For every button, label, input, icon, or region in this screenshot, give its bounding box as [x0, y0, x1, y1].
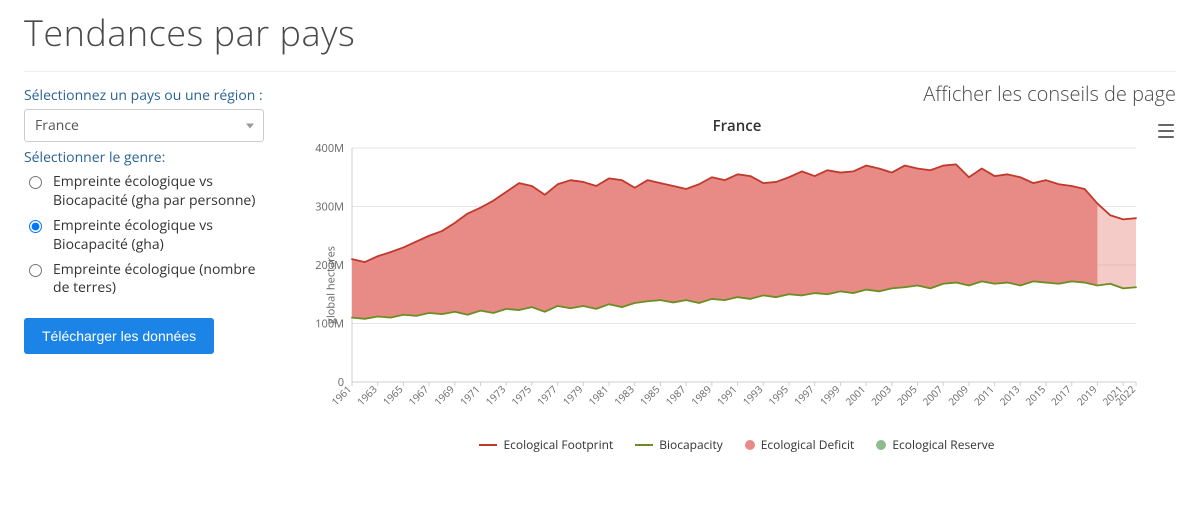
page-tips-link[interactable]: Afficher les conseils de page	[923, 80, 1176, 107]
legend-label: Ecological Reserve	[892, 436, 994, 453]
svg-text:2001: 2001	[842, 382, 868, 408]
country-select[interactable]: France	[24, 109, 264, 142]
legend-item-2[interactable]: Ecological Deficit	[745, 436, 855, 453]
svg-text:1983: 1983	[611, 382, 637, 408]
svg-text:1991: 1991	[714, 382, 740, 408]
svg-text:1999: 1999	[816, 382, 842, 408]
radio-option-2[interactable]: Empreinte écologique (nombre de terres)	[24, 261, 274, 299]
radio-input-1[interactable]	[29, 220, 42, 233]
main-panel: Afficher les conseils de page France glo…	[298, 86, 1176, 453]
svg-text:2011: 2011	[971, 382, 997, 408]
sidebar: Sélectionnez un pays ou une région : Fra…	[24, 86, 274, 453]
svg-text:1967: 1967	[405, 382, 431, 408]
svg-text:2017: 2017	[1048, 382, 1074, 408]
legend-line-swatch	[479, 444, 497, 446]
chart-menu-icon[interactable]	[1156, 122, 1176, 140]
svg-text:2015: 2015	[1022, 382, 1048, 408]
legend-dot-swatch	[876, 440, 886, 450]
radio-option-1[interactable]: Empreinte écologique vs Biocapacité (gha…	[24, 217, 274, 255]
download-button[interactable]: Télécharger les données	[24, 318, 214, 354]
svg-text:1965: 1965	[379, 382, 405, 408]
legend-label: Biocapacity	[659, 436, 723, 453]
svg-text:1963: 1963	[354, 382, 380, 408]
svg-text:1975: 1975	[508, 382, 534, 408]
country-select-label: Sélectionnez un pays ou une région :	[24, 86, 274, 105]
chevron-down-icon	[246, 123, 254, 128]
legend-label: Ecological Footprint	[503, 436, 613, 453]
legend-dot-swatch	[745, 440, 755, 450]
radio-label-0: Empreinte écologique vs Biocapacité (gha…	[53, 173, 274, 211]
svg-text:2003: 2003	[868, 382, 894, 408]
svg-text:1973: 1973	[482, 382, 508, 408]
y-axis-label: global hectares	[323, 246, 338, 324]
svg-text:2019: 2019	[1073, 382, 1099, 408]
area-chart: 0100M200M300M400M19611963196519671969197…	[298, 140, 1148, 430]
svg-text:1995: 1995	[765, 382, 791, 408]
chart-title: France	[298, 116, 1176, 136]
divider	[24, 71, 1176, 72]
svg-text:1977: 1977	[534, 382, 560, 408]
radio-input-0[interactable]	[29, 176, 42, 189]
svg-text:1981: 1981	[585, 382, 611, 408]
radio-option-0[interactable]: Empreinte écologique vs Biocapacité (gha…	[24, 173, 274, 211]
svg-text:2013: 2013	[996, 382, 1022, 408]
radio-label-1: Empreinte écologique vs Biocapacité (gha…	[53, 217, 274, 255]
country-select-value[interactable]: France	[24, 109, 264, 142]
genre-label: Sélectionner le genre:	[24, 148, 274, 167]
page-title: Tendances par pays	[24, 8, 1176, 57]
svg-text:1969: 1969	[431, 382, 457, 408]
svg-text:1987: 1987	[662, 382, 688, 408]
svg-text:2009: 2009	[945, 382, 971, 408]
svg-text:1971: 1971	[457, 382, 483, 408]
legend-line-swatch	[635, 444, 653, 446]
legend-item-1[interactable]: Biocapacity	[635, 436, 723, 453]
svg-text:1997: 1997	[791, 382, 817, 408]
legend-item-3[interactable]: Ecological Reserve	[876, 436, 994, 453]
legend-label: Ecological Deficit	[761, 436, 855, 453]
svg-text:1985: 1985	[637, 382, 663, 408]
svg-text:300M: 300M	[315, 200, 344, 215]
svg-text:2007: 2007	[919, 382, 945, 408]
svg-text:2005: 2005	[894, 382, 920, 408]
svg-text:1989: 1989	[688, 382, 714, 408]
radio-input-2[interactable]	[29, 264, 42, 277]
radio-label-2: Empreinte écologique (nombre de terres)	[53, 261, 274, 299]
svg-text:1993: 1993	[739, 382, 765, 408]
chart-legend: Ecological Footprint Biocapacity Ecologica…	[298, 436, 1176, 453]
svg-text:400M: 400M	[315, 141, 344, 156]
svg-text:1979: 1979	[559, 382, 585, 408]
svg-text:1961: 1961	[328, 382, 354, 408]
legend-item-0[interactable]: Ecological Footprint	[479, 436, 613, 453]
